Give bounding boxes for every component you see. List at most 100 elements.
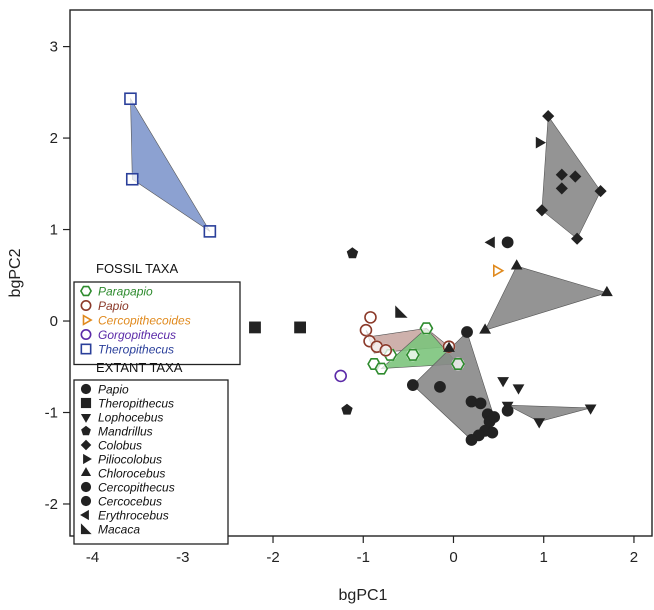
y-tick-label: 0: [50, 313, 58, 330]
point-fossil-papio-backing: [379, 343, 393, 357]
legend-marker-parapapio: [79, 285, 93, 297]
legend-layer: FOSSIL TAXAParapapioPapioCercopithecoide…: [73, 261, 241, 545]
legend-marker-cercopithecus: [80, 481, 92, 493]
y-tick-label: -1: [45, 405, 58, 422]
point-extant-chlorocebus: [601, 285, 613, 297]
point-extant-papio: [434, 380, 446, 393]
legend-label-cercocebus: Cercocebus: [98, 495, 162, 509]
legend-label-colobus: Colobus: [98, 439, 142, 453]
legend-label-cercopithecus: Cercopithecus: [98, 481, 175, 495]
point-extant-piliocolobus: [535, 136, 546, 149]
legend-marker-erythrocebus: [80, 509, 89, 521]
point-layer: [123, 92, 613, 446]
plot-frame: [69, 9, 653, 537]
legend-box-extant-taxa: [73, 379, 229, 545]
legend-marker-colobus: [80, 439, 92, 451]
point-extant-theropithecus: [249, 321, 261, 334]
point-extant-theropithecus: [294, 321, 306, 334]
y-tick-label: 1: [50, 222, 58, 239]
point-extant-papio: [474, 397, 487, 410]
legend-label-theropithecus: Theropithecus: [98, 397, 174, 411]
legend-label-parapapio: Parapapio: [98, 285, 153, 299]
x-tick-label: 2: [630, 549, 638, 566]
point-fossil-parapapio: [374, 362, 389, 375]
point-extant-cercocebus: [501, 236, 514, 249]
point-fossil-gorgopithecus-backing: [334, 369, 348, 383]
point-extant-lophocebus: [512, 384, 525, 395]
legend-marker-theropithecus: [80, 397, 92, 409]
y-axis-title: bgPC2: [7, 248, 24, 297]
point-extant-papio: [406, 379, 419, 391]
x-tick-label: -3: [176, 549, 189, 566]
legend-title-fossil-taxa: FOSSIL TAXA: [96, 261, 178, 276]
point-fossil-theropithecus: [124, 92, 137, 106]
legend-marker-theropithecus: [80, 343, 92, 355]
point-fossil-theropithecus: [125, 172, 139, 186]
legend-label-gorgopithecus: Gorgopithecus: [98, 328, 176, 342]
legend-label-lophocebus: Lophocebus: [98, 411, 163, 425]
point-fossil-papio-backing: [363, 310, 377, 324]
point-fossil-parapapio: [405, 348, 420, 361]
point-extant-mandrillus: [346, 247, 359, 259]
point-fossil-cercopithecoides: [492, 264, 505, 278]
y-tick-label: -2: [45, 496, 58, 513]
legend-marker-chlorocebus: [80, 467, 92, 477]
legend-marker-papio: [80, 300, 92, 311]
point-extant-lophocebus: [501, 401, 514, 412]
legend-label-macaca: Macaca: [98, 523, 140, 537]
legend-label-theropithecus: Theropithecus: [98, 343, 174, 357]
legend-label-erythrocebus: Erythrocebus: [98, 509, 169, 523]
point-extant-chlorocebus: [443, 341, 455, 352]
point-extant-colobus: [535, 204, 548, 217]
point-fossil-papio-backing: [359, 323, 373, 337]
legend-marker-gorgopithecus: [80, 329, 92, 340]
point-extant-mandrillus: [341, 403, 353, 415]
legend-label-papio: Papio: [98, 383, 129, 397]
legend-marker-macaca: [80, 523, 92, 535]
point-extant-papio: [488, 411, 500, 423]
legend-marker-lophocebus: [80, 413, 92, 423]
y-tick-label: 2: [50, 130, 58, 147]
hull-layer: [130, 97, 608, 441]
hull-parapapio-fossil: [380, 327, 459, 369]
x-tick-label: 1: [540, 549, 548, 566]
point-fossil-theropithecus: [203, 225, 217, 238]
point-extant-colobus: [555, 168, 568, 181]
point-extant-papio: [465, 434, 478, 446]
y-tick-label: 3: [50, 39, 58, 56]
legend-label-cercopithecoides: Cercopithecoides: [98, 314, 191, 328]
point-extant-lophocebus: [533, 418, 546, 429]
point-fossil-papio: [442, 340, 456, 353]
x-axis-title: bgPC1: [339, 587, 388, 604]
point-fossil-parapapio: [451, 357, 465, 371]
legend-marker-mandrillus: [81, 425, 91, 436]
point-extant-colobus: [569, 170, 582, 183]
point-fossil-papio: [359, 323, 373, 337]
hull-lophocebus: [507, 404, 591, 423]
point-fossil-theropithecus-backing: [123, 92, 137, 106]
point-fossil-gorgopithecus: [334, 369, 347, 383]
point-fossil-parapapio: [419, 322, 434, 335]
point-extant-macaca: [395, 305, 408, 318]
legend-marker-piliocolobus: [83, 453, 92, 465]
hull-theropithecus-fossil: [130, 97, 211, 232]
point-extant-colobus: [555, 182, 568, 195]
point-fossil-papio: [364, 311, 377, 324]
point-fossil-theropithecus-backing: [203, 224, 217, 238]
legend-label-piliocolobus: Piliocolobus: [98, 453, 162, 467]
axis-layer: -4 -3 -2 -1 0 1 2 -2 -1 0 1 2 3: [45, 39, 638, 566]
legend-title-extant-taxa: EXTANT TAXA: [96, 360, 183, 375]
point-extant-erythrocebus: [484, 236, 495, 249]
x-tick-label: -2: [266, 549, 279, 566]
legend-box-fossil-taxa: [73, 281, 241, 366]
point-extant-papio: [486, 426, 499, 439]
legend-marker-papio: [80, 383, 92, 395]
x-tick-label: -1: [357, 549, 370, 566]
legend-label-papio: Papio: [98, 299, 129, 313]
point-fossil-papio: [379, 343, 393, 357]
legend-label-chlorocebus: Chlorocebus: [98, 467, 165, 481]
x-tick-label: 0: [449, 549, 457, 566]
legend-marker-cercocebus: [80, 495, 92, 507]
point-extant-lophocebus: [497, 377, 509, 388]
